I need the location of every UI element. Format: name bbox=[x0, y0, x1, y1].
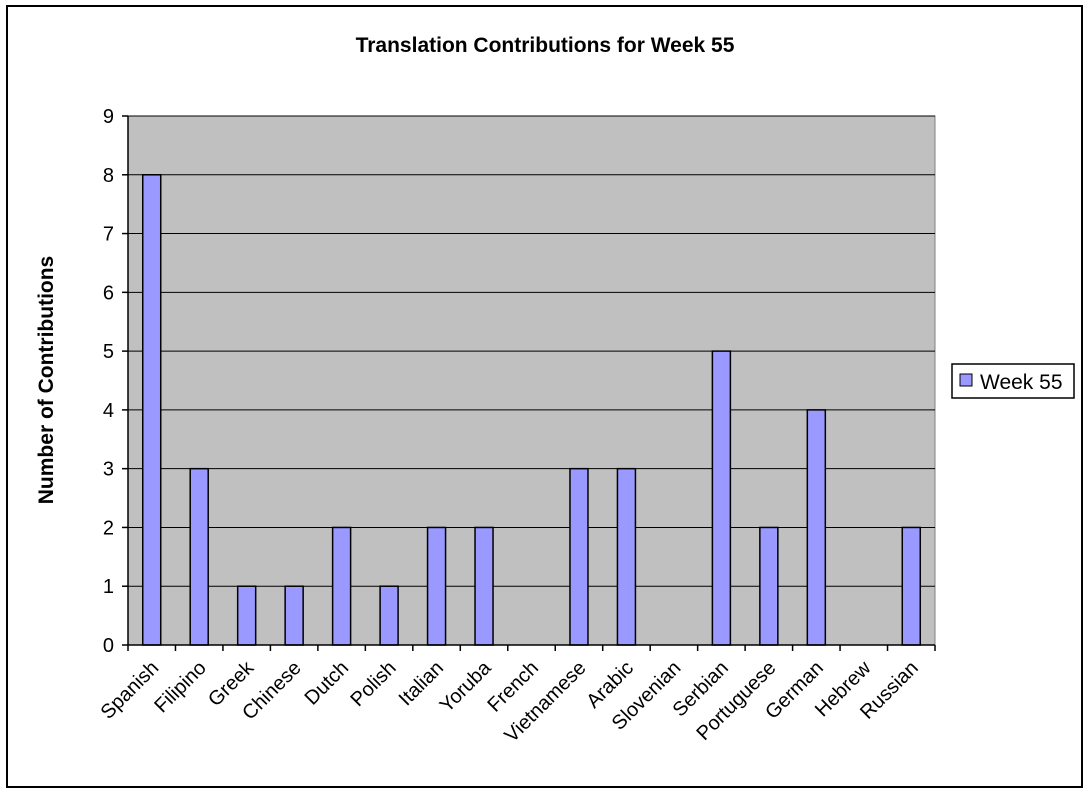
y-tick-label: 3 bbox=[103, 459, 114, 481]
y-tick-label: 1 bbox=[103, 576, 114, 598]
legend-swatch bbox=[959, 373, 973, 387]
legend: Week 55 bbox=[951, 363, 1075, 399]
y-tick-label: 8 bbox=[103, 165, 114, 187]
y-tick-label: 4 bbox=[103, 400, 114, 422]
bars bbox=[141, 174, 922, 646]
bar-yoruba bbox=[474, 526, 494, 646]
legend-box bbox=[951, 363, 1075, 399]
bar-italian bbox=[426, 526, 447, 646]
y-axis-label: Number of Contributions bbox=[35, 256, 58, 504]
x-tick-label-polish: Polish bbox=[347, 657, 401, 711]
bar-dutch bbox=[331, 526, 352, 646]
x-tick-label-yoruba: Yoruba bbox=[436, 656, 496, 716]
bar-filipino bbox=[189, 467, 209, 646]
bar-russian bbox=[901, 526, 922, 646]
gridlines bbox=[128, 115, 935, 587]
plot-area bbox=[127, 115, 936, 646]
y-tick-label: 2 bbox=[103, 517, 114, 539]
x-tick-label-dutch: Dutch bbox=[301, 657, 354, 710]
y-tick-label: 6 bbox=[103, 282, 114, 304]
bar-polish bbox=[379, 585, 399, 646]
axes bbox=[122, 115, 936, 651]
y-tick-label: 5 bbox=[103, 341, 114, 363]
y-tick-label: 7 bbox=[103, 224, 114, 246]
bar-portuguese bbox=[759, 526, 779, 646]
x-tick-label-filipino: Filipino bbox=[150, 657, 210, 717]
y-tick-label: 0 bbox=[103, 635, 114, 657]
y-tick-label: 9 bbox=[103, 106, 114, 128]
legend-label: Week 55 bbox=[980, 371, 1063, 394]
y-tick-labels: 0 1 2 3 4 5 6 7 8 9 bbox=[103, 106, 114, 657]
bar-arabic bbox=[616, 467, 637, 646]
x-tick-labels: SpanishFilipinoGreekChineseDutchPolishIt… bbox=[97, 656, 923, 747]
chart-title: Translation Contributions for Week 55 bbox=[356, 34, 735, 57]
x-tick-label-spanish: Spanish bbox=[97, 657, 164, 724]
bar-chinese bbox=[284, 585, 304, 646]
bar-spanish bbox=[141, 174, 162, 646]
bar-vietnamese bbox=[569, 467, 589, 646]
bar-german bbox=[806, 409, 827, 646]
bar-serbian bbox=[711, 350, 732, 646]
bar-greek bbox=[236, 585, 257, 646]
